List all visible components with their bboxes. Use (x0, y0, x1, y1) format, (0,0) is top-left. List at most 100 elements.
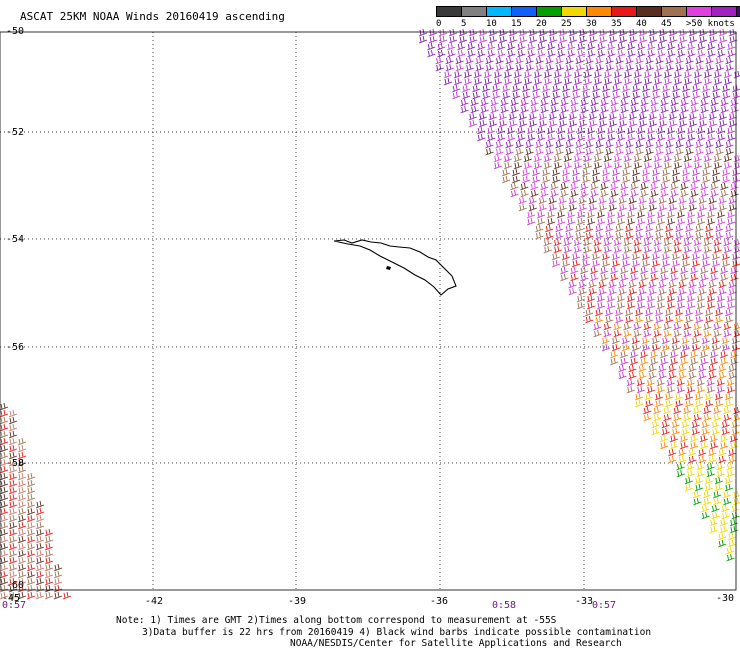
wind-barb (590, 189, 599, 198)
wind-barb (678, 28, 688, 37)
wind-barb (701, 420, 710, 429)
wind-barb (575, 147, 584, 156)
wind-barb (523, 70, 533, 79)
wind-barb (26, 528, 36, 537)
wind-barb (702, 490, 712, 499)
wind-barb (641, 336, 650, 345)
wind-barb (621, 259, 631, 268)
wind-barb (618, 28, 628, 37)
wind-barb (583, 70, 593, 79)
wind-barb (480, 105, 489, 114)
wind-barb (566, 217, 576, 226)
wind-barb (657, 133, 666, 142)
wind-barb (643, 329, 652, 338)
wind-barb (694, 483, 704, 492)
wind-barb (53, 577, 63, 586)
wind-barb (693, 413, 702, 422)
wind-barb (725, 56, 734, 65)
wind-barb (655, 147, 664, 156)
wind-barb (427, 42, 436, 51)
wind-barb (0, 549, 9, 558)
wind-barb (615, 63, 624, 72)
wind-barb (590, 273, 599, 282)
wind-barb (658, 112, 667, 121)
wind-barb (508, 119, 518, 128)
wind-barb (507, 49, 516, 58)
wind-barb (623, 70, 633, 79)
wind-barb (532, 91, 541, 100)
wind-barb (512, 175, 521, 184)
wind-barb (35, 556, 45, 565)
wind-barb (646, 378, 655, 387)
wind-barb (0, 409, 9, 418)
wind-barb (604, 308, 614, 317)
wind-barb (582, 84, 591, 93)
wind-barb (518, 35, 528, 44)
wind-barb (652, 84, 661, 93)
wind-barb (487, 133, 496, 142)
wind-barb (427, 49, 436, 58)
wind-barb (669, 350, 679, 359)
wind-barb (576, 294, 585, 303)
wind-barb (708, 280, 717, 289)
wind-barb (17, 444, 27, 453)
wind-barb (540, 182, 549, 191)
wind-barb (688, 112, 697, 121)
wind-barb (710, 273, 719, 282)
wind-barb (610, 189, 619, 198)
wind-barb (470, 105, 479, 114)
wind-barb (568, 112, 577, 121)
wind-barb (642, 175, 651, 184)
wind-barb (611, 336, 620, 345)
wind-barb (695, 224, 704, 233)
legend-swatch-4 (536, 6, 562, 17)
wind-barb (684, 399, 694, 408)
wind-barb (713, 70, 723, 79)
wind-barb (540, 105, 549, 114)
wind-barb (681, 427, 690, 436)
wind-barb (510, 182, 519, 191)
wind-barb (648, 364, 657, 373)
wind-barb (543, 77, 553, 86)
wind-barb (8, 416, 18, 425)
wind-barb (621, 336, 630, 345)
wind-barb (588, 112, 597, 121)
wind-barb (714, 483, 724, 492)
wind-barb (730, 182, 739, 191)
wind-barb (0, 577, 9, 586)
wind-barb (8, 570, 18, 579)
wind-barb (620, 357, 629, 366)
wind-barb (655, 315, 664, 324)
wind-barb (465, 56, 474, 65)
wind-barb (0, 591, 9, 600)
wind-barb (646, 126, 656, 135)
wind-barb (706, 210, 716, 219)
wind-barb (673, 329, 682, 338)
wind-barb (615, 315, 624, 324)
wind-barb (472, 84, 481, 93)
wind-barb (513, 154, 522, 163)
wind-barb (0, 444, 9, 453)
wind-barb (705, 140, 714, 149)
wind-barb (35, 535, 45, 544)
wind-barb (17, 493, 27, 502)
wind-barb (632, 91, 641, 100)
wind-barb (690, 189, 699, 198)
wind-barb (668, 112, 677, 121)
wind-barb (537, 42, 546, 51)
wind-barb (727, 133, 736, 142)
legend-label-6: 30 (586, 19, 597, 29)
wind-barb (718, 448, 727, 457)
wind-barb (547, 42, 556, 51)
wind-barb (710, 182, 719, 191)
wind-barb (8, 549, 18, 558)
wind-barb (708, 112, 717, 121)
wind-barb (692, 490, 702, 499)
wind-barb (590, 182, 599, 191)
wind-barb (670, 357, 679, 366)
wind-barb (558, 196, 567, 205)
wind-barb (551, 252, 561, 261)
wind-barb (615, 140, 624, 149)
wind-barb (718, 539, 727, 548)
wind-barb (633, 329, 642, 338)
